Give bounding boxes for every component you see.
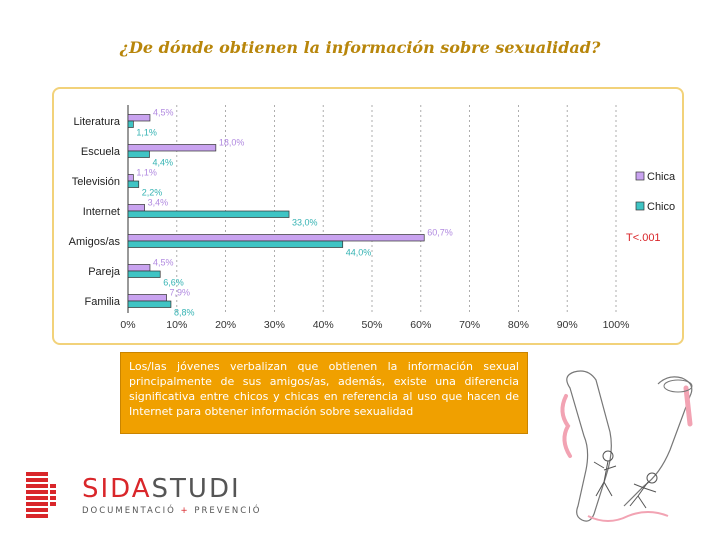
- data-label-chica: 7,9%: [170, 288, 191, 298]
- data-label-chica: 18,0%: [219, 138, 245, 148]
- data-label-chico: 33,0%: [292, 218, 318, 228]
- x-tick-label: 50%: [361, 319, 382, 331]
- x-tick-label: 20%: [215, 319, 236, 331]
- x-tick-label: 0%: [120, 319, 135, 331]
- legend-label-chica: Chica: [647, 171, 676, 183]
- sidastudi-logo: SIDASTUDI DOCUMENTACIÓ + PREVENCIÓ: [22, 470, 282, 520]
- category-label: Internet: [83, 206, 120, 218]
- x-tick-label: 80%: [508, 319, 529, 331]
- bar-chico: [127, 120, 134, 128]
- legend-swatch-chica: [635, 171, 645, 181]
- data-label-chica: 60,7%: [427, 228, 453, 238]
- bar-chart: 0% 10% 20% 30% 40% 50% 60% 70% 80% 90% 100% Literat…: [69, 105, 676, 331]
- x-tick-label: 90%: [557, 319, 578, 331]
- bar-chico: [127, 150, 150, 158]
- category-label: Televisión: [72, 176, 120, 188]
- logo-subtitle: DOCUMENTACIÓ + PREVENCIÓ: [82, 506, 262, 516]
- bar-chica: [127, 144, 217, 152]
- data-label-chica: 4,5%: [153, 108, 174, 118]
- category-label: Familia: [85, 296, 121, 308]
- data-label-chica: 1,1%: [136, 168, 157, 178]
- data-label-chico: 4,4%: [152, 158, 173, 168]
- x-tick-label: 70%: [459, 319, 480, 331]
- data-label-chico: 8,8%: [174, 308, 195, 318]
- x-tick-label: 40%: [313, 319, 334, 331]
- legend-swatch-chico: [635, 201, 645, 211]
- bar-chico: [127, 270, 161, 278]
- data-label-chico: 1,1%: [136, 128, 157, 138]
- data-label-chica: 3,4%: [148, 198, 169, 208]
- bar-chico: [127, 300, 172, 308]
- bar-chica: [127, 174, 134, 182]
- data-label-chica: 4,5%: [153, 258, 174, 268]
- category-label: Pareja: [88, 266, 121, 278]
- x-tick-label: 10%: [166, 319, 187, 331]
- bar-chica: [127, 204, 145, 212]
- x-tick-label: 30%: [264, 319, 285, 331]
- bar-chico: [127, 240, 344, 248]
- data-label-chico: 6,6%: [163, 278, 184, 288]
- bar-chico: [127, 210, 290, 218]
- annotation-significance: T<.001: [626, 232, 661, 244]
- bar-chico: [127, 180, 140, 188]
- logo-wordmark: SIDASTUDI: [82, 474, 241, 504]
- category-label: Amigos/as: [69, 236, 121, 248]
- bar-chica: [127, 114, 151, 122]
- category-label: Literatura: [74, 116, 121, 128]
- data-label-chico: 44,0%: [346, 248, 372, 258]
- legend-label-chico: Chico: [647, 201, 675, 213]
- x-tick-label: 100%: [603, 319, 630, 331]
- chart-frame: 0% 10% 20% 30% 40% 50% 60% 70% 80% 90% 100% Literat…: [52, 87, 684, 345]
- caption-text: Los/las jóvenes verbalizan que obtienen …: [129, 360, 519, 418]
- bar-chica: [127, 234, 425, 242]
- bar-chica: [127, 294, 167, 302]
- bar-chica: [127, 264, 151, 272]
- decorative-illustration: [560, 370, 693, 522]
- slide-title: ¿De dónde obtienen la información sobre …: [119, 38, 601, 57]
- x-tick-label: 60%: [410, 319, 431, 331]
- logo-mark-icon: [26, 472, 56, 518]
- caption-box: Los/las jóvenes verbalizan que obtienen …: [120, 352, 528, 434]
- data-label-chico: 2,2%: [142, 188, 163, 198]
- category-label: Escuela: [81, 146, 121, 158]
